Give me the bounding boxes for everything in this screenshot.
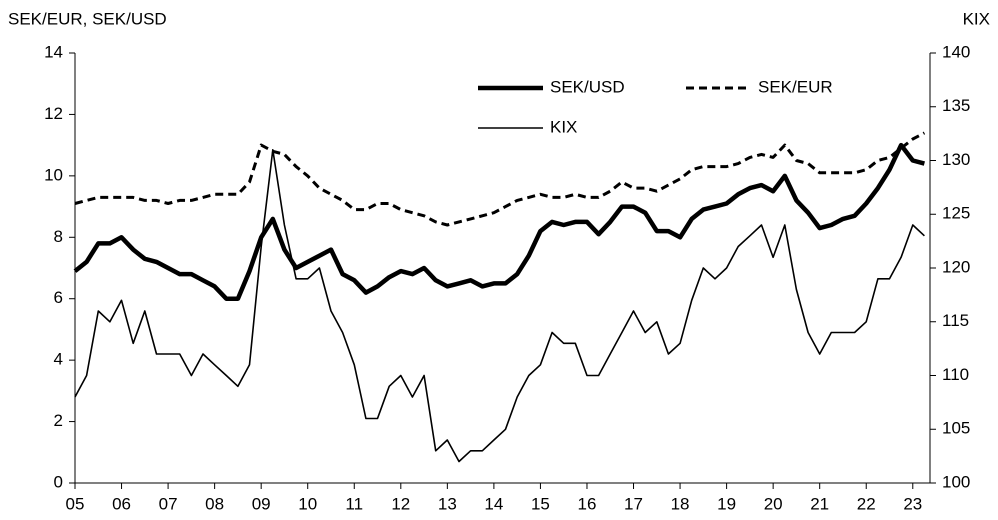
x-tick-label: 23 xyxy=(903,494,922,513)
x-tick-label: 06 xyxy=(112,494,131,513)
line-series xyxy=(74,131,926,227)
x-tick-label: 13 xyxy=(438,494,457,513)
x-tick-label: 16 xyxy=(578,494,597,513)
y-tick-label: 0 xyxy=(54,472,63,491)
x-tick-label: 08 xyxy=(205,494,224,513)
y-tick-label: 2 xyxy=(54,411,63,430)
line-series xyxy=(73,142,925,301)
y2-tick-label: 135 xyxy=(942,96,970,115)
x-tick-label: 22 xyxy=(857,494,876,513)
x-tick-label: 12 xyxy=(391,494,410,513)
y2-tick-label: 105 xyxy=(942,419,970,438)
y2-tick-label: 115 xyxy=(942,311,969,330)
x-tick-label: 14 xyxy=(484,494,503,513)
x-tick-label: 20 xyxy=(764,494,783,513)
x-tick-label: 19 xyxy=(717,494,736,513)
y-tick-label: 6 xyxy=(54,288,63,307)
y-tick-label: 4 xyxy=(54,350,63,369)
y2-axis-label: KIX xyxy=(963,9,990,28)
x-tick-label: 17 xyxy=(624,494,643,513)
y-tick-label: 10 xyxy=(44,165,63,184)
y-tick-label: 8 xyxy=(54,227,63,246)
legend-label: KIX xyxy=(550,117,577,136)
y-axis-label: SEK/EUR, SEK/USD xyxy=(8,9,167,28)
y-tick-label: 12 xyxy=(44,104,63,123)
y2-tick-label: 120 xyxy=(942,257,970,276)
x-tick-label: 07 xyxy=(159,494,178,513)
y2-tick-label: 130 xyxy=(942,150,970,169)
legend-label: SEK/USD xyxy=(550,77,625,96)
y2-tick-label: 100 xyxy=(942,472,970,491)
x-tick-label: 09 xyxy=(252,494,271,513)
line-series xyxy=(74,149,925,463)
x-tick-label: 05 xyxy=(66,494,85,513)
x-tick-label: 21 xyxy=(810,494,829,513)
x-tick-label: 10 xyxy=(298,494,317,513)
y-tick-label: 14 xyxy=(44,42,63,61)
legend-label: SEK/EUR xyxy=(758,77,833,96)
y2-tick-label: 125 xyxy=(942,204,970,223)
x-tick-label: 18 xyxy=(671,494,690,513)
x-tick-label: 15 xyxy=(531,494,550,513)
x-tick-label: 11 xyxy=(345,494,363,513)
y2-tick-label: 140 xyxy=(942,42,970,61)
y2-tick-label: 110 xyxy=(942,365,969,384)
